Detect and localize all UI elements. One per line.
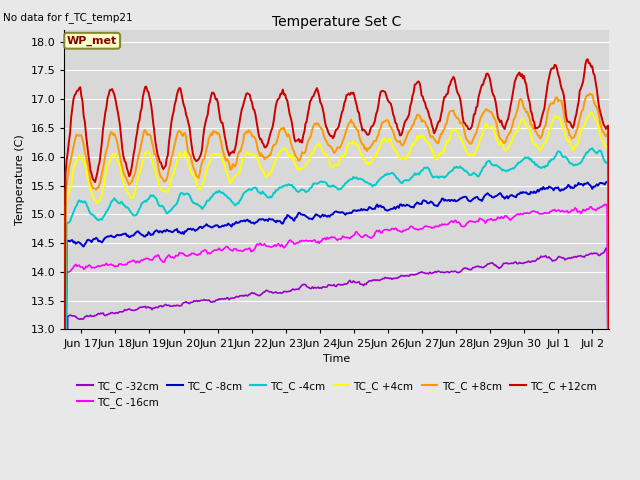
TC_C +8cm <box>586 91 594 96</box>
TC_C -8cm <box>556 187 563 193</box>
TC_C +12cm <box>291 135 298 141</box>
TC_C +4cm <box>230 174 237 180</box>
TC_C +4cm <box>291 159 298 165</box>
TC_C +8cm <box>461 131 468 136</box>
TC_C +12cm <box>230 150 237 156</box>
TC_C -16cm <box>291 241 298 247</box>
Line: TC_C -16cm: TC_C -16cm <box>65 204 609 480</box>
TC_C +8cm <box>392 136 399 142</box>
TC_C +12cm <box>605 437 613 443</box>
Legend: TC_C -32cm, TC_C -16cm, TC_C -8cm, TC_C -4cm, TC_C +4cm, TC_C +8cm, TC_C +12cm: TC_C -32cm, TC_C -16cm, TC_C -8cm, TC_C … <box>73 377 600 412</box>
TC_C +4cm <box>556 115 563 120</box>
Line: TC_C +8cm: TC_C +8cm <box>65 94 609 480</box>
Line: TC_C -4cm: TC_C -4cm <box>65 148 609 480</box>
TC_C -4cm <box>230 201 237 206</box>
TC_C +12cm <box>461 120 468 126</box>
TC_C -32cm <box>365 278 373 284</box>
TC_C +12cm <box>61 477 68 480</box>
TC_C -32cm <box>392 276 399 281</box>
TC_C +8cm <box>365 145 373 151</box>
Line: TC_C -32cm: TC_C -32cm <box>65 248 609 480</box>
TC_C +4cm <box>588 110 595 116</box>
TC_C +12cm <box>365 131 373 137</box>
TC_C -8cm <box>392 206 399 212</box>
TC_C +8cm <box>230 162 237 168</box>
Line: TC_C +4cm: TC_C +4cm <box>65 113 609 480</box>
TC_C -4cm <box>588 145 596 151</box>
TC_C +4cm <box>461 145 468 151</box>
TC_C -16cm <box>556 207 563 213</box>
TC_C +8cm <box>291 149 298 155</box>
TC_C -4cm <box>605 389 613 395</box>
TC_C -4cm <box>556 148 563 154</box>
TC_C -8cm <box>291 218 298 224</box>
Text: WP_met: WP_met <box>67 36 117 46</box>
Title: Temperature Set C: Temperature Set C <box>272 15 401 29</box>
TC_C -8cm <box>230 222 237 228</box>
TC_C +8cm <box>605 444 613 450</box>
TC_C -16cm <box>461 223 468 229</box>
Line: TC_C -8cm: TC_C -8cm <box>65 181 609 480</box>
TC_C -4cm <box>392 173 399 179</box>
Text: No data for f_TC_temp21: No data for f_TC_temp21 <box>3 12 133 23</box>
TC_C +12cm <box>392 120 399 126</box>
TC_C -8cm <box>365 204 373 210</box>
Line: TC_C +12cm: TC_C +12cm <box>65 59 609 480</box>
TC_C -32cm <box>602 245 610 251</box>
TC_C +12cm <box>584 56 591 62</box>
TC_C -8cm <box>604 179 612 184</box>
TC_C -4cm <box>461 168 468 174</box>
TC_C -4cm <box>365 181 373 187</box>
TC_C +12cm <box>556 74 563 80</box>
TC_C -16cm <box>365 234 373 240</box>
X-axis label: Time: Time <box>323 354 351 364</box>
TC_C -8cm <box>605 402 613 408</box>
TC_C -32cm <box>556 253 563 259</box>
TC_C -16cm <box>230 246 237 252</box>
TC_C -16cm <box>601 202 609 207</box>
TC_C +4cm <box>365 160 373 166</box>
TC_C -4cm <box>291 184 298 190</box>
TC_C -32cm <box>461 265 468 271</box>
Y-axis label: Temperature (C): Temperature (C) <box>15 134 25 225</box>
TC_C -32cm <box>230 295 237 301</box>
TC_C -8cm <box>461 194 468 200</box>
TC_C -16cm <box>392 225 399 231</box>
TC_C -32cm <box>291 287 298 293</box>
TC_C +8cm <box>556 97 563 103</box>
TC_C +4cm <box>392 147 399 153</box>
TC_C +4cm <box>605 452 613 458</box>
